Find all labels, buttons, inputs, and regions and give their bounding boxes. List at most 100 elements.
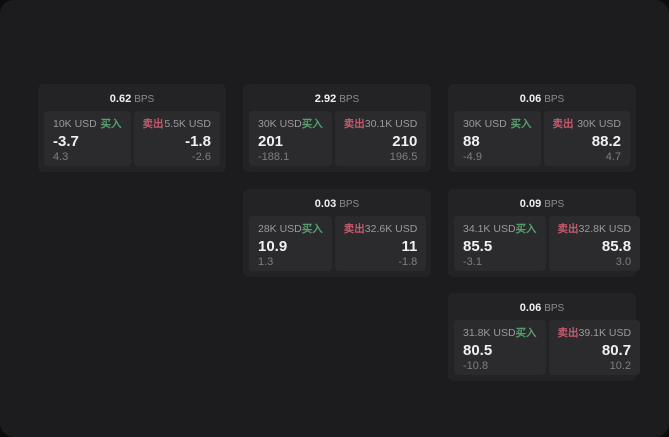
buy-value: 80.5 xyxy=(463,342,493,359)
buy-tag: 买入 xyxy=(301,118,323,130)
bps-unit: BPS xyxy=(544,198,565,210)
sell-amount: 32.8K USD xyxy=(578,222,632,235)
buy-tag: 买入 xyxy=(515,222,537,235)
card-body: 30K USD 买入 201 -188.1 卖出 30.1K USD 210 1… xyxy=(249,111,427,166)
quote-card: 2.92 BPS 30K USD 买入 201 -188.1 卖出 30.1K U… xyxy=(243,84,431,172)
buy-value: 88 xyxy=(463,133,480,150)
buy-amount: 30K USD xyxy=(463,118,507,130)
bps-value: 2.92 xyxy=(314,93,337,105)
sell-amount: 39.1K USD xyxy=(578,327,632,339)
buy-tag: 买入 xyxy=(301,222,323,235)
buy-subvalue: -3.1 xyxy=(463,255,482,268)
sell-tag: 卖出 xyxy=(552,118,574,130)
bps-value: 0.06 xyxy=(519,93,542,105)
buy-pane-header: 31.8K USD 买入 xyxy=(463,327,537,339)
sell-pane[interactable]: 卖出 32.6K USD 11 -1.8 xyxy=(334,215,427,271)
buy-pane[interactable]: 30K USD 买入 88 -4.9 xyxy=(454,111,541,166)
sell-value: 11 xyxy=(401,237,418,255)
buy-subvalue: 1.3 xyxy=(258,255,274,268)
card-body: 28K USD 买入 10.9 1.3 卖出 32.6K USD 11 -1.8 xyxy=(249,215,427,271)
sell-tag: 卖出 xyxy=(557,327,579,339)
sell-pane[interactable]: 卖出 30.1K USD 210 196.5 xyxy=(334,111,427,166)
buy-value: -3.7 xyxy=(53,133,79,150)
bps-value: 0.06 xyxy=(519,302,542,314)
buy-subvalue: -188.1 xyxy=(258,151,290,163)
sell-pane-header: 卖出 5.5K USD xyxy=(143,118,212,130)
quote-cards-grid: 0.62 BPS 10K USD 买入 -3.7 4.3 卖出 5.5K USD … xyxy=(38,84,641,381)
sell-value: 80.7 xyxy=(601,342,632,359)
sell-subvalue: 4.7 xyxy=(605,151,621,163)
sell-subvalue: 10.2 xyxy=(609,360,632,372)
sell-tag: 卖出 xyxy=(343,222,365,235)
sell-pane-header: 卖出 32.8K USD xyxy=(558,223,632,235)
sell-pane[interactable]: 卖出 5.5K USD -1.8 -2.6 xyxy=(133,111,220,166)
sell-subvalue: 3.0 xyxy=(615,255,632,268)
sell-value: 88.2 xyxy=(591,133,621,150)
buy-pane[interactable]: 34.1K USD 买入 85.5 -3.1 xyxy=(454,215,546,271)
buy-pane[interactable]: 30K USD 买入 201 -188.1 xyxy=(249,111,332,166)
sell-value: -1.8 xyxy=(185,133,211,150)
buy-amount: 31.8K USD xyxy=(463,327,516,339)
quote-card: 0.62 BPS 10K USD 买入 -3.7 4.3 卖出 5.5K USD … xyxy=(38,84,226,172)
bps-value: 0.62 xyxy=(109,93,132,105)
card-header: 0.06 BPS xyxy=(454,89,630,111)
card-header: 0.09 BPS xyxy=(454,194,630,216)
sell-tag: 卖出 xyxy=(557,222,579,235)
buy-pane-header: 30K USD 买入 xyxy=(463,118,532,130)
sell-pane-header: 卖出 30K USD xyxy=(553,118,622,130)
buy-pane[interactable]: 28K USD 买入 10.9 1.3 xyxy=(249,215,332,271)
sell-tag: 卖出 xyxy=(142,118,164,130)
buy-value: 10.9 xyxy=(258,237,288,255)
buy-subvalue: 4.3 xyxy=(53,151,69,163)
buy-pane[interactable]: 10K USD 买入 -3.7 4.3 xyxy=(44,111,131,166)
sell-amount: 30K USD xyxy=(577,118,621,130)
sell-value: 210 xyxy=(392,133,418,150)
buy-tag: 买入 xyxy=(100,118,122,130)
bps-value: 0.09 xyxy=(519,197,542,210)
card-header: 0.62 BPS xyxy=(44,89,220,111)
bps-unit: BPS xyxy=(544,94,565,105)
sell-pane[interactable]: 卖出 30K USD 88.2 4.7 xyxy=(543,111,630,166)
buy-amount: 28K USD xyxy=(258,222,302,235)
buy-pane[interactable]: 31.8K USD 买入 80.5 -10.8 xyxy=(454,320,546,375)
buy-pane-header: 34.1K USD 买入 xyxy=(463,223,537,235)
sell-amount: 5.5K USD xyxy=(164,118,211,130)
sell-subvalue: -2.6 xyxy=(192,151,211,163)
card-body: 10K USD 买入 -3.7 4.3 卖出 5.5K USD -1.8 -2.… xyxy=(44,111,220,166)
sell-amount: 32.6K USD xyxy=(364,222,418,235)
sell-pane-header: 卖出 32.6K USD xyxy=(344,223,418,235)
sell-pane[interactable]: 卖出 39.1K USD 80.7 10.2 xyxy=(548,320,641,375)
card-body: 30K USD 买入 88 -4.9 卖出 30K USD 88.2 4.7 xyxy=(454,111,630,166)
buy-value: 85.5 xyxy=(463,237,493,255)
buy-pane-header: 28K USD 买入 xyxy=(258,223,323,235)
buy-amount: 30K USD xyxy=(258,118,302,130)
quote-card: 0.09 BPS 34.1K USD 买入 85.5 -3.1 卖出 32.8K … xyxy=(448,188,641,277)
card-body: 34.1K USD 买入 85.5 -3.1 卖出 32.8K USD 85.8… xyxy=(454,215,641,271)
card-header: 0.06 BPS xyxy=(454,298,630,320)
sell-pane-header: 卖出 30.1K USD xyxy=(344,118,418,130)
sell-pane[interactable]: 卖出 32.8K USD 85.8 3.0 xyxy=(548,215,641,271)
buy-value: 201 xyxy=(258,133,284,150)
buy-tag: 买入 xyxy=(510,118,532,130)
bps-unit: BPS xyxy=(134,94,155,105)
sell-subvalue: -1.8 xyxy=(398,255,418,268)
buy-subvalue: -4.9 xyxy=(463,151,482,163)
quote-card: 0.06 BPS 31.8K USD 买入 80.5 -10.8 卖出 39.1K… xyxy=(448,293,641,381)
sell-pane-header: 卖出 39.1K USD xyxy=(558,327,632,339)
sell-subvalue: 196.5 xyxy=(389,151,418,163)
buy-pane-header: 10K USD 买入 xyxy=(53,118,122,130)
buy-pane-header: 30K USD 买入 xyxy=(258,118,323,130)
buy-amount: 10K USD xyxy=(53,118,97,130)
quote-card: 0.06 BPS 30K USD 买入 88 -4.9 卖出 30K USD 88… xyxy=(448,84,636,172)
buy-subvalue: -10.8 xyxy=(463,360,489,372)
bps-value: 0.03 xyxy=(314,197,337,210)
bps-unit: BPS xyxy=(544,303,565,314)
buy-amount: 34.1K USD xyxy=(463,222,516,235)
quote-card: 0.03 BPS 28K USD 买入 10.9 1.3 卖出 32.6K USD… xyxy=(243,188,431,277)
bps-unit: BPS xyxy=(339,94,360,105)
bps-unit: BPS xyxy=(339,198,360,210)
card-header: 2.92 BPS xyxy=(249,89,425,111)
sell-amount: 30.1K USD xyxy=(364,118,418,130)
buy-tag: 买入 xyxy=(515,327,537,339)
